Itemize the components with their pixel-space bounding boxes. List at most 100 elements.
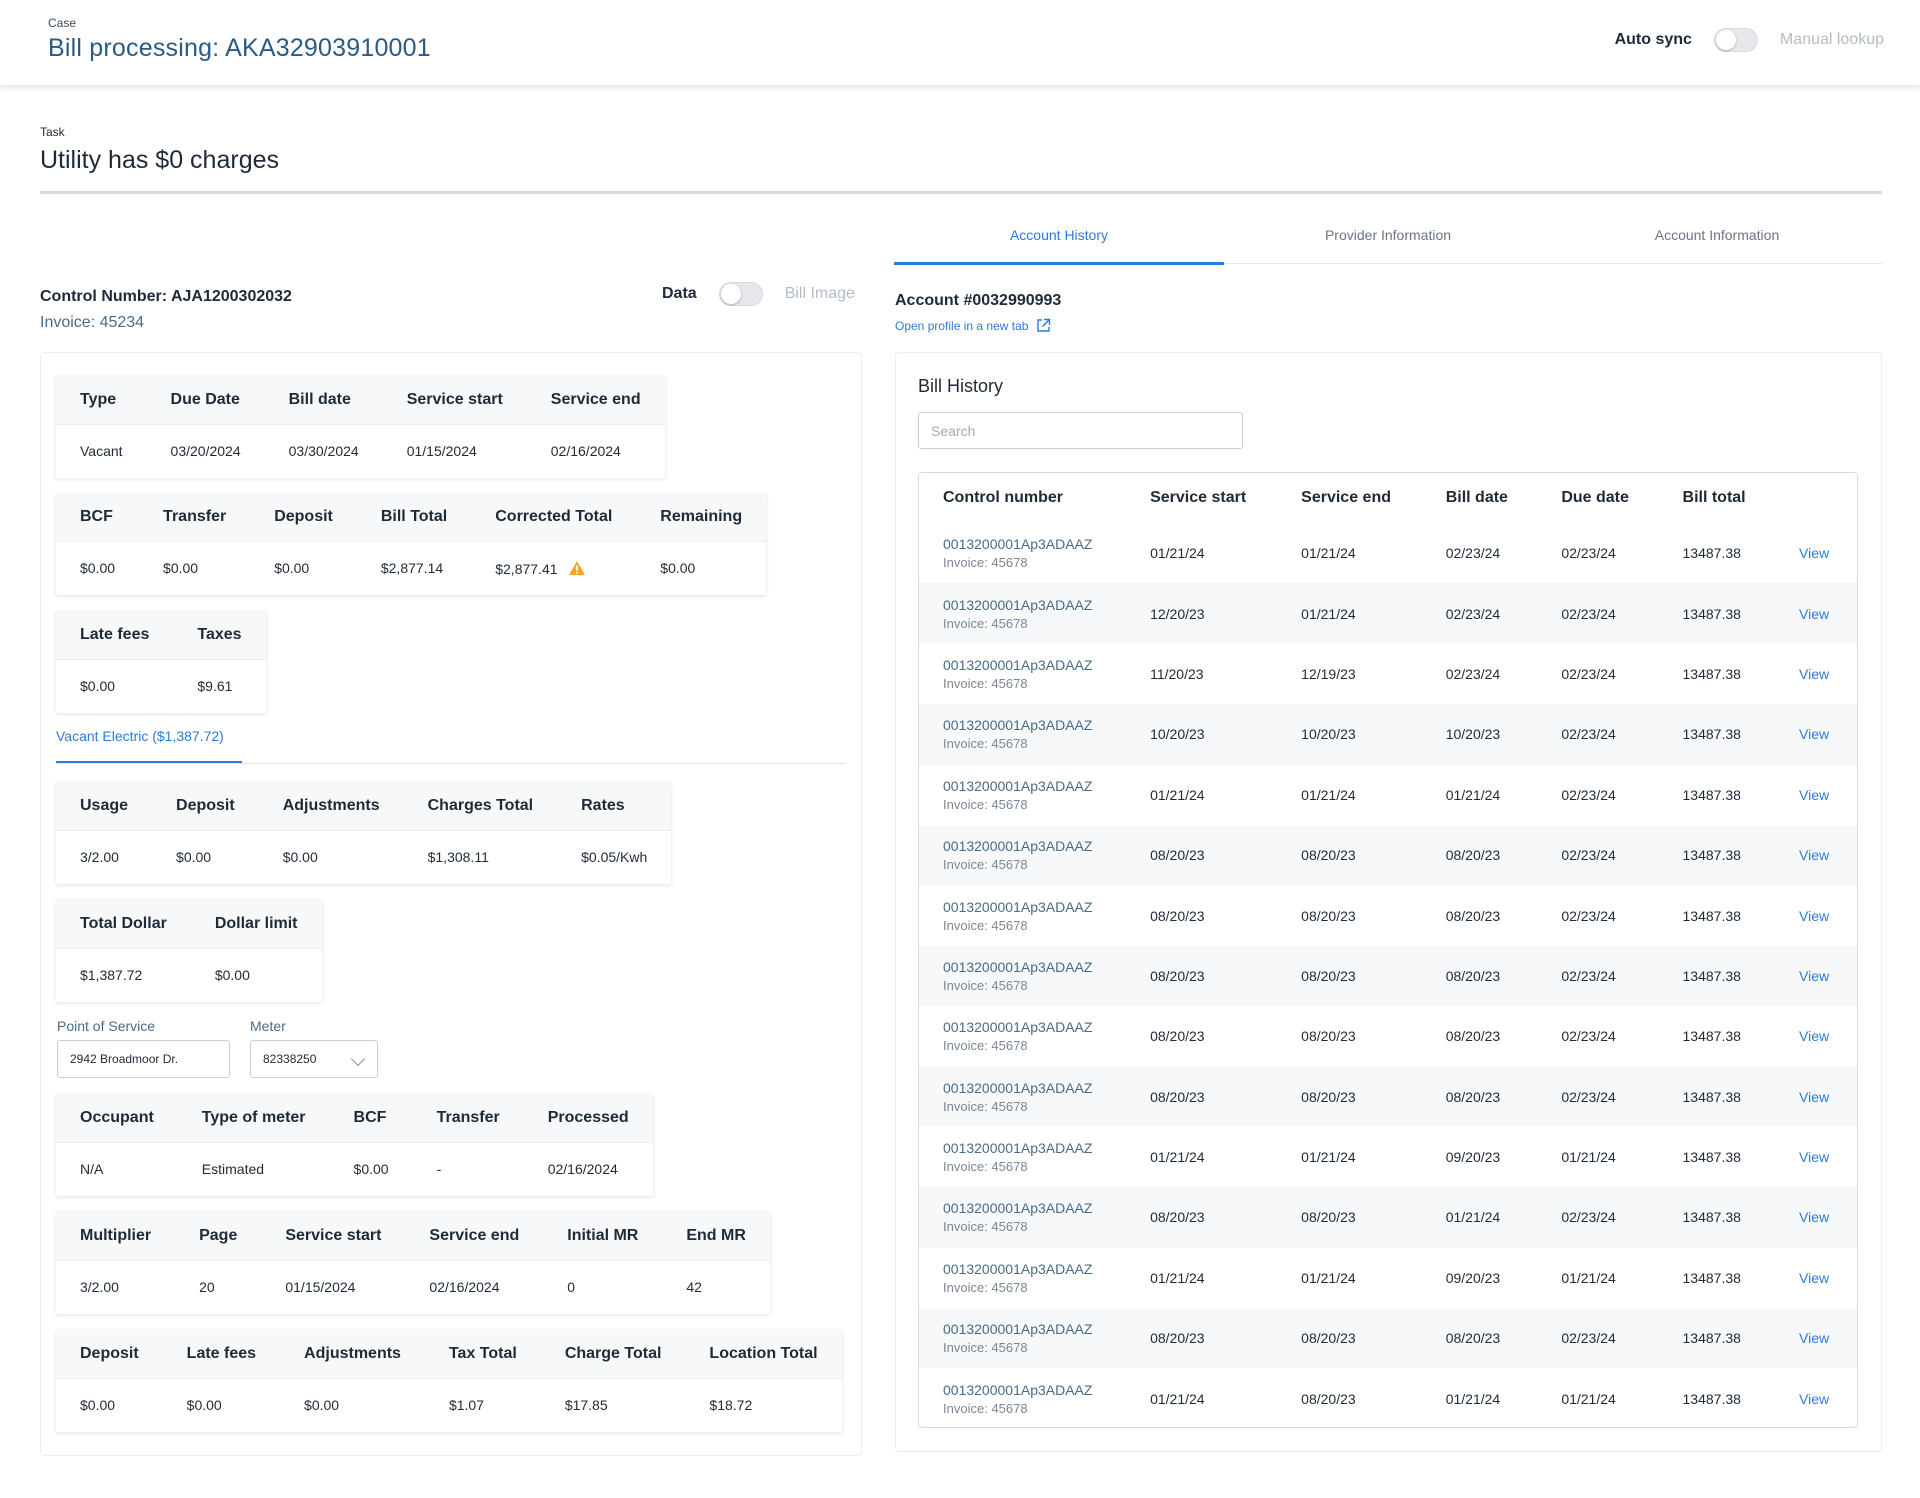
cell-bill-date: 02/23/24 — [1421, 643, 1538, 705]
control-number-link[interactable]: 0013200001Ap3ADAAZ — [943, 536, 1093, 553]
auto-sync-label: Auto sync — [1614, 31, 1692, 48]
bill-history-table: Control number Service start Service end… — [919, 473, 1857, 1427]
cell-bcf: $0.00 — [80, 560, 116, 577]
cell-service-start: 08/20/23 — [1126, 885, 1278, 946]
view-link[interactable]: View — [1799, 1088, 1830, 1105]
control-number-link[interactable]: 0013200001Ap3ADAAZ — [943, 838, 1093, 855]
cell-service-end: 02/16/2024 — [550, 443, 621, 460]
cell-actions: View — [1775, 643, 1857, 705]
meter-select[interactable]: 82338250 — [250, 1040, 378, 1078]
view-link[interactable]: View — [1799, 726, 1830, 743]
cell-due-date: 02/23/24 — [1537, 1308, 1659, 1369]
cell-actions: View — [1775, 523, 1857, 584]
header-due-date: Due date — [1537, 473, 1659, 523]
table-row: N/A Estimated $0.00 - 02/16/2024 — [56, 1142, 653, 1196]
view-link[interactable]: View — [1799, 1149, 1830, 1166]
point-of-service-field[interactable]: 2942 Broadmoor Dr. — [57, 1040, 230, 1078]
cell-control-number: 0013200001Ap3ADAAZ Invoice: 45678 — [919, 1126, 1127, 1188]
data-image-toggle[interactable] — [718, 282, 763, 306]
control-number-link[interactable]: 0013200001Ap3ADAAZ — [943, 1200, 1093, 1217]
tab-account-information[interactable]: Account Information — [1654, 227, 1780, 243]
table-row: 0013200001Ap3ADAAZ Invoice: 45678 11/20/23… — [919, 643, 1857, 705]
view-link[interactable]: View — [1799, 605, 1830, 622]
table-row: 0013200001Ap3ADAAZ Invoice: 45678 01/21/24… — [919, 1368, 1857, 1427]
table-header-row: Deposit Late fees Adjustments Tax Total … — [56, 1330, 842, 1378]
header-control-number: Control number — [919, 473, 1127, 523]
control-number-link[interactable]: 0013200001Ap3ADAAZ — [943, 1019, 1093, 1036]
view-link[interactable]: View — [1799, 545, 1830, 562]
invoice-label: Invoice: 45678 — [943, 857, 1028, 873]
view-link[interactable]: View — [1799, 967, 1830, 984]
cell-control-number: 0013200001Ap3ADAAZ Invoice: 45678 — [919, 643, 1127, 705]
view-link[interactable]: View — [1799, 847, 1830, 864]
open-profile-link[interactable]: Open profile in a new tab — [895, 318, 1051, 333]
cell-due-date: 03/20/2024 — [170, 443, 241, 460]
search-input[interactable]: Search — [918, 412, 1243, 449]
table-row: 0013200001Ap3ADAAZ Invoice: 45678 08/20/23… — [919, 1187, 1857, 1248]
tab-account-history[interactable]: Account History — [894, 214, 1224, 265]
invoice-label: Invoice: 45678 — [943, 796, 1028, 812]
cell-total-dollar: $1,387.72 — [80, 967, 143, 984]
case-title: Bill processing: AKA32903910001 — [48, 34, 431, 62]
point-of-service-label: Point of Service — [57, 1018, 156, 1034]
table-header-row: BCF Transfer Deposit Bill Total Correcte… — [56, 493, 767, 541]
header-charge-total: Charge Total — [540, 1330, 686, 1378]
view-link[interactable]: View — [1799, 1330, 1830, 1347]
table-row: $0.00 $9.61 — [56, 659, 266, 713]
header-total-dollar: Total Dollar — [56, 900, 191, 948]
subtab-active-indicator — [56, 761, 242, 763]
header-bill-date: Bill date — [1421, 473, 1538, 523]
sync-toggle[interactable] — [1713, 28, 1758, 52]
case-label: Case — [48, 16, 77, 30]
cell-control-number: 0013200001Ap3ADAAZ Invoice: 45678 — [919, 1368, 1127, 1427]
control-number-link[interactable]: 0013200001Ap3ADAAZ — [943, 1321, 1093, 1338]
view-link[interactable]: View — [1799, 1209, 1830, 1226]
cell-bill-total: 13487.38 — [1658, 1368, 1776, 1427]
view-link[interactable]: View — [1799, 1028, 1830, 1045]
header-bill-date: Bill date — [264, 376, 383, 424]
header-deposit: Deposit — [152, 782, 259, 830]
cell-actions: View — [1775, 704, 1857, 765]
view-link[interactable]: View — [1799, 665, 1830, 682]
location-totals-table: Deposit Late fees Adjustments Tax Total … — [56, 1330, 842, 1432]
table-row: Vacant 03/20/2024 03/30/2024 01/15/2024 … — [56, 424, 665, 478]
view-link[interactable]: View — [1799, 786, 1830, 803]
header-type-of-meter: Type of meter — [177, 1094, 330, 1142]
header-transfer: Transfer — [412, 1094, 524, 1142]
view-link[interactable]: View — [1799, 1269, 1830, 1286]
detail-tabs: Account History Provider Information Acc… — [894, 214, 1882, 265]
warning-icon[interactable] — [568, 560, 586, 576]
control-number-link[interactable]: 0013200001Ap3ADAAZ — [943, 656, 1093, 673]
cell-due-date: 02/23/24 — [1537, 1006, 1659, 1067]
control-number-link[interactable]: 0013200001Ap3ADAAZ — [943, 777, 1093, 794]
control-number-link[interactable]: 0013200001Ap3ADAAZ — [943, 1260, 1093, 1277]
cell-service-end: 10/20/23 — [1277, 704, 1422, 765]
header-rates: Rates — [557, 782, 672, 830]
view-link[interactable]: View — [1799, 1390, 1830, 1407]
control-number-link[interactable]: 0013200001Ap3ADAAZ — [943, 1381, 1093, 1398]
bill-history-title: Bill History — [918, 376, 1004, 396]
cell-occupant: N/A — [80, 1161, 104, 1178]
table-row: 3/2.00 20 01/15/2024 02/16/2024 0 42 — [56, 1260, 770, 1314]
control-number-link[interactable]: 0013200001Ap3ADAAZ — [943, 717, 1093, 734]
table-header-row: Usage Deposit Adjustments Charges Total … — [56, 782, 672, 830]
tab-provider-information[interactable]: Provider Information — [1324, 227, 1452, 243]
control-number-link[interactable]: 0013200001Ap3ADAAZ — [943, 958, 1093, 975]
cell-actions: View — [1775, 824, 1857, 886]
control-number-link[interactable]: 0013200001Ap3ADAAZ — [943, 1140, 1093, 1157]
cell-control-number: 0013200001Ap3ADAAZ Invoice: 45678 — [919, 704, 1127, 765]
control-number-link[interactable]: 0013200001Ap3ADAAZ — [943, 596, 1093, 613]
cell-due-date: 02/23/24 — [1537, 704, 1659, 765]
usage-table: Usage Deposit Adjustments Charges Total … — [56, 782, 672, 884]
cell-bill-date: 08/20/23 — [1421, 824, 1538, 886]
cell-bill-total: 13487.38 — [1658, 1247, 1776, 1309]
cell-due-date: 02/23/24 — [1537, 885, 1659, 946]
cell-adjustments: $0.00 — [282, 849, 318, 866]
view-link[interactable]: View — [1799, 907, 1830, 924]
control-number-link[interactable]: 0013200001Ap3ADAAZ — [943, 898, 1093, 915]
tab-vacant-electric[interactable]: Vacant Electric ($1,387.72) — [56, 728, 224, 744]
control-number-link[interactable]: 0013200001Ap3ADAAZ — [943, 1079, 1093, 1096]
header-page: Page — [175, 1212, 262, 1260]
cell-service-start: 08/20/23 — [1126, 1066, 1278, 1127]
cell-due-date: 02/23/24 — [1537, 824, 1659, 886]
